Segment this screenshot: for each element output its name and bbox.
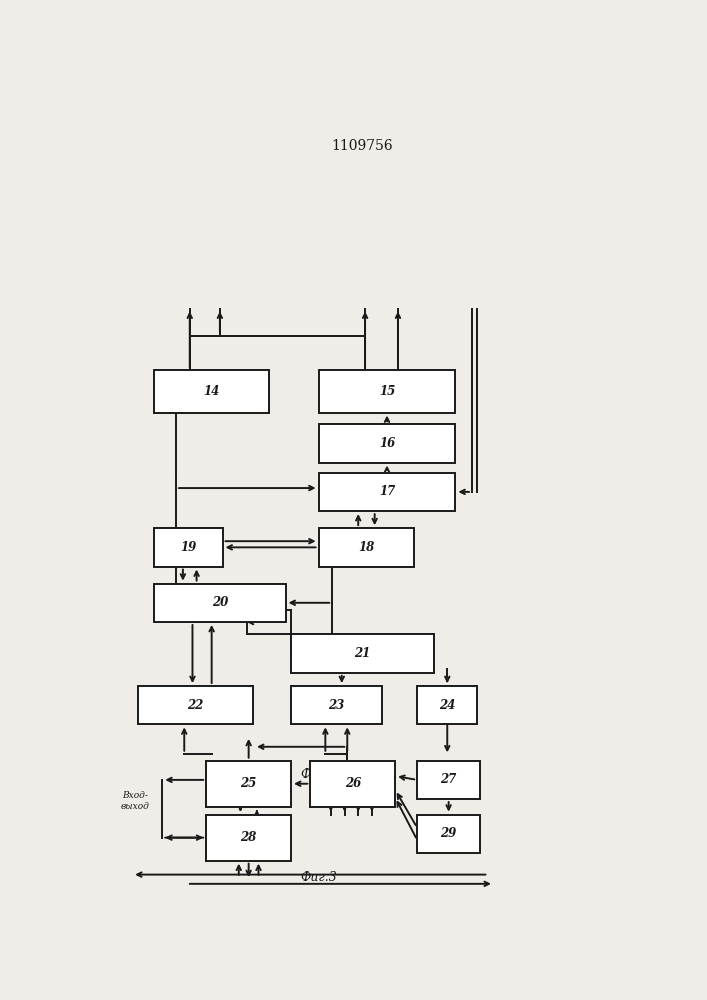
FancyBboxPatch shape [291,686,382,724]
FancyBboxPatch shape [154,370,269,413]
FancyBboxPatch shape [291,634,433,673]
Text: 14: 14 [204,385,220,398]
Text: 16: 16 [379,437,395,450]
Text: 21: 21 [354,647,370,660]
FancyBboxPatch shape [417,761,480,799]
FancyBboxPatch shape [319,473,455,511]
Text: 27: 27 [440,773,457,786]
FancyBboxPatch shape [138,686,253,724]
Text: 17: 17 [379,485,395,498]
Text: 25: 25 [240,777,257,790]
FancyBboxPatch shape [417,686,477,724]
Text: 18: 18 [358,541,375,554]
FancyBboxPatch shape [310,761,395,807]
FancyBboxPatch shape [206,815,291,861]
FancyBboxPatch shape [154,528,223,567]
Text: 23: 23 [328,699,344,712]
Text: Фиг.2: Фиг.2 [300,768,337,781]
Text: 15: 15 [379,385,395,398]
Text: 19: 19 [180,541,197,554]
FancyBboxPatch shape [154,584,286,622]
Text: 1109756: 1109756 [332,139,393,153]
Text: 26: 26 [344,777,361,790]
Text: 28: 28 [240,831,257,844]
Text: Вход-
выход: Вход- выход [120,791,149,811]
Text: 29: 29 [440,827,457,840]
Text: 20: 20 [212,596,228,609]
FancyBboxPatch shape [206,761,291,807]
Text: 24: 24 [439,699,455,712]
FancyBboxPatch shape [319,424,455,463]
FancyBboxPatch shape [319,528,414,567]
Text: Фиг.3: Фиг.3 [300,871,337,884]
Text: 22: 22 [187,699,204,712]
FancyBboxPatch shape [417,815,480,853]
FancyBboxPatch shape [319,370,455,413]
